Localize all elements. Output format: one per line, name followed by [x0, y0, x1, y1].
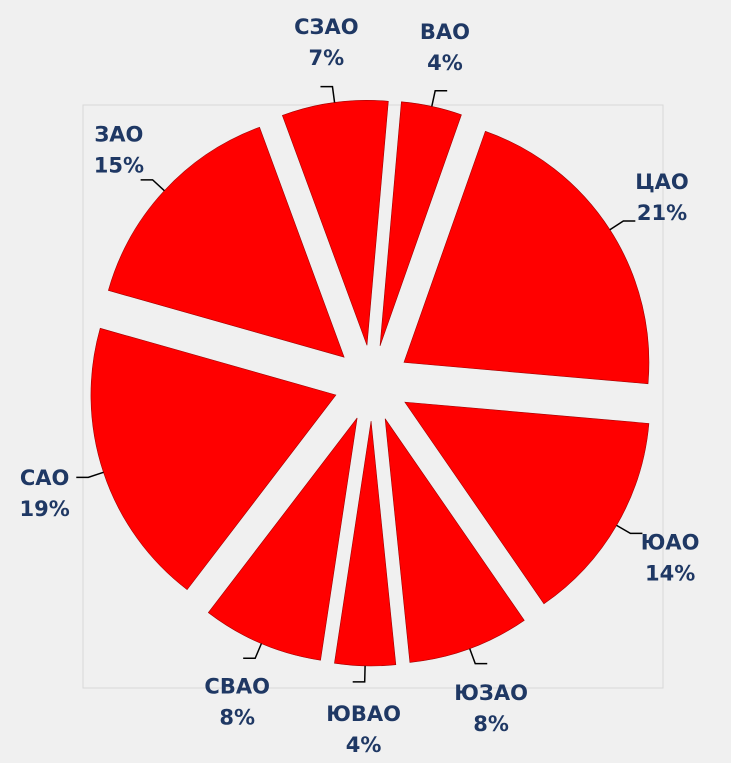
- leader-line: [243, 643, 263, 659]
- leader-line: [76, 471, 104, 479]
- leader-line: [469, 648, 488, 665]
- slice-label: ЮЗАО: [454, 681, 528, 705]
- leader-line: [616, 524, 643, 535]
- slice-value-label: 4%: [346, 733, 382, 757]
- slice-label: СЗАО: [294, 15, 358, 39]
- pie-slice: [334, 420, 397, 667]
- slice-value-label: 21%: [637, 201, 687, 225]
- slice-value-label: 8%: [219, 706, 255, 730]
- slice-value-label: 15%: [94, 154, 144, 178]
- pie-slice: [207, 417, 358, 661]
- slice-value-label: 7%: [309, 46, 345, 70]
- slice-value-label: 4%: [427, 51, 463, 75]
- slice-value-label: 8%: [473, 712, 509, 736]
- slice-value-label: 19%: [20, 497, 70, 521]
- pie-slice: [403, 130, 650, 385]
- leader-line: [140, 179, 165, 192]
- pie-slice: [281, 100, 389, 346]
- pie-slice: [379, 101, 462, 346]
- slice-label: ЗАО: [94, 123, 143, 147]
- leader-line: [431, 90, 448, 107]
- slice-label: ЦАО: [635, 170, 689, 194]
- leader-line: [609, 220, 636, 231]
- slice-label: ЮАО: [641, 531, 700, 555]
- slice-label: СВАО: [204, 675, 270, 699]
- leader-line: [320, 85, 336, 103]
- slice-label: САО: [20, 466, 70, 490]
- slice-label: ЮВАО: [326, 702, 401, 726]
- slice-value-label: 14%: [645, 562, 695, 586]
- leader-line: [352, 665, 366, 683]
- pie-slice: [404, 401, 650, 605]
- pie-slice: [90, 327, 337, 591]
- slice-label: ВАО: [420, 20, 470, 44]
